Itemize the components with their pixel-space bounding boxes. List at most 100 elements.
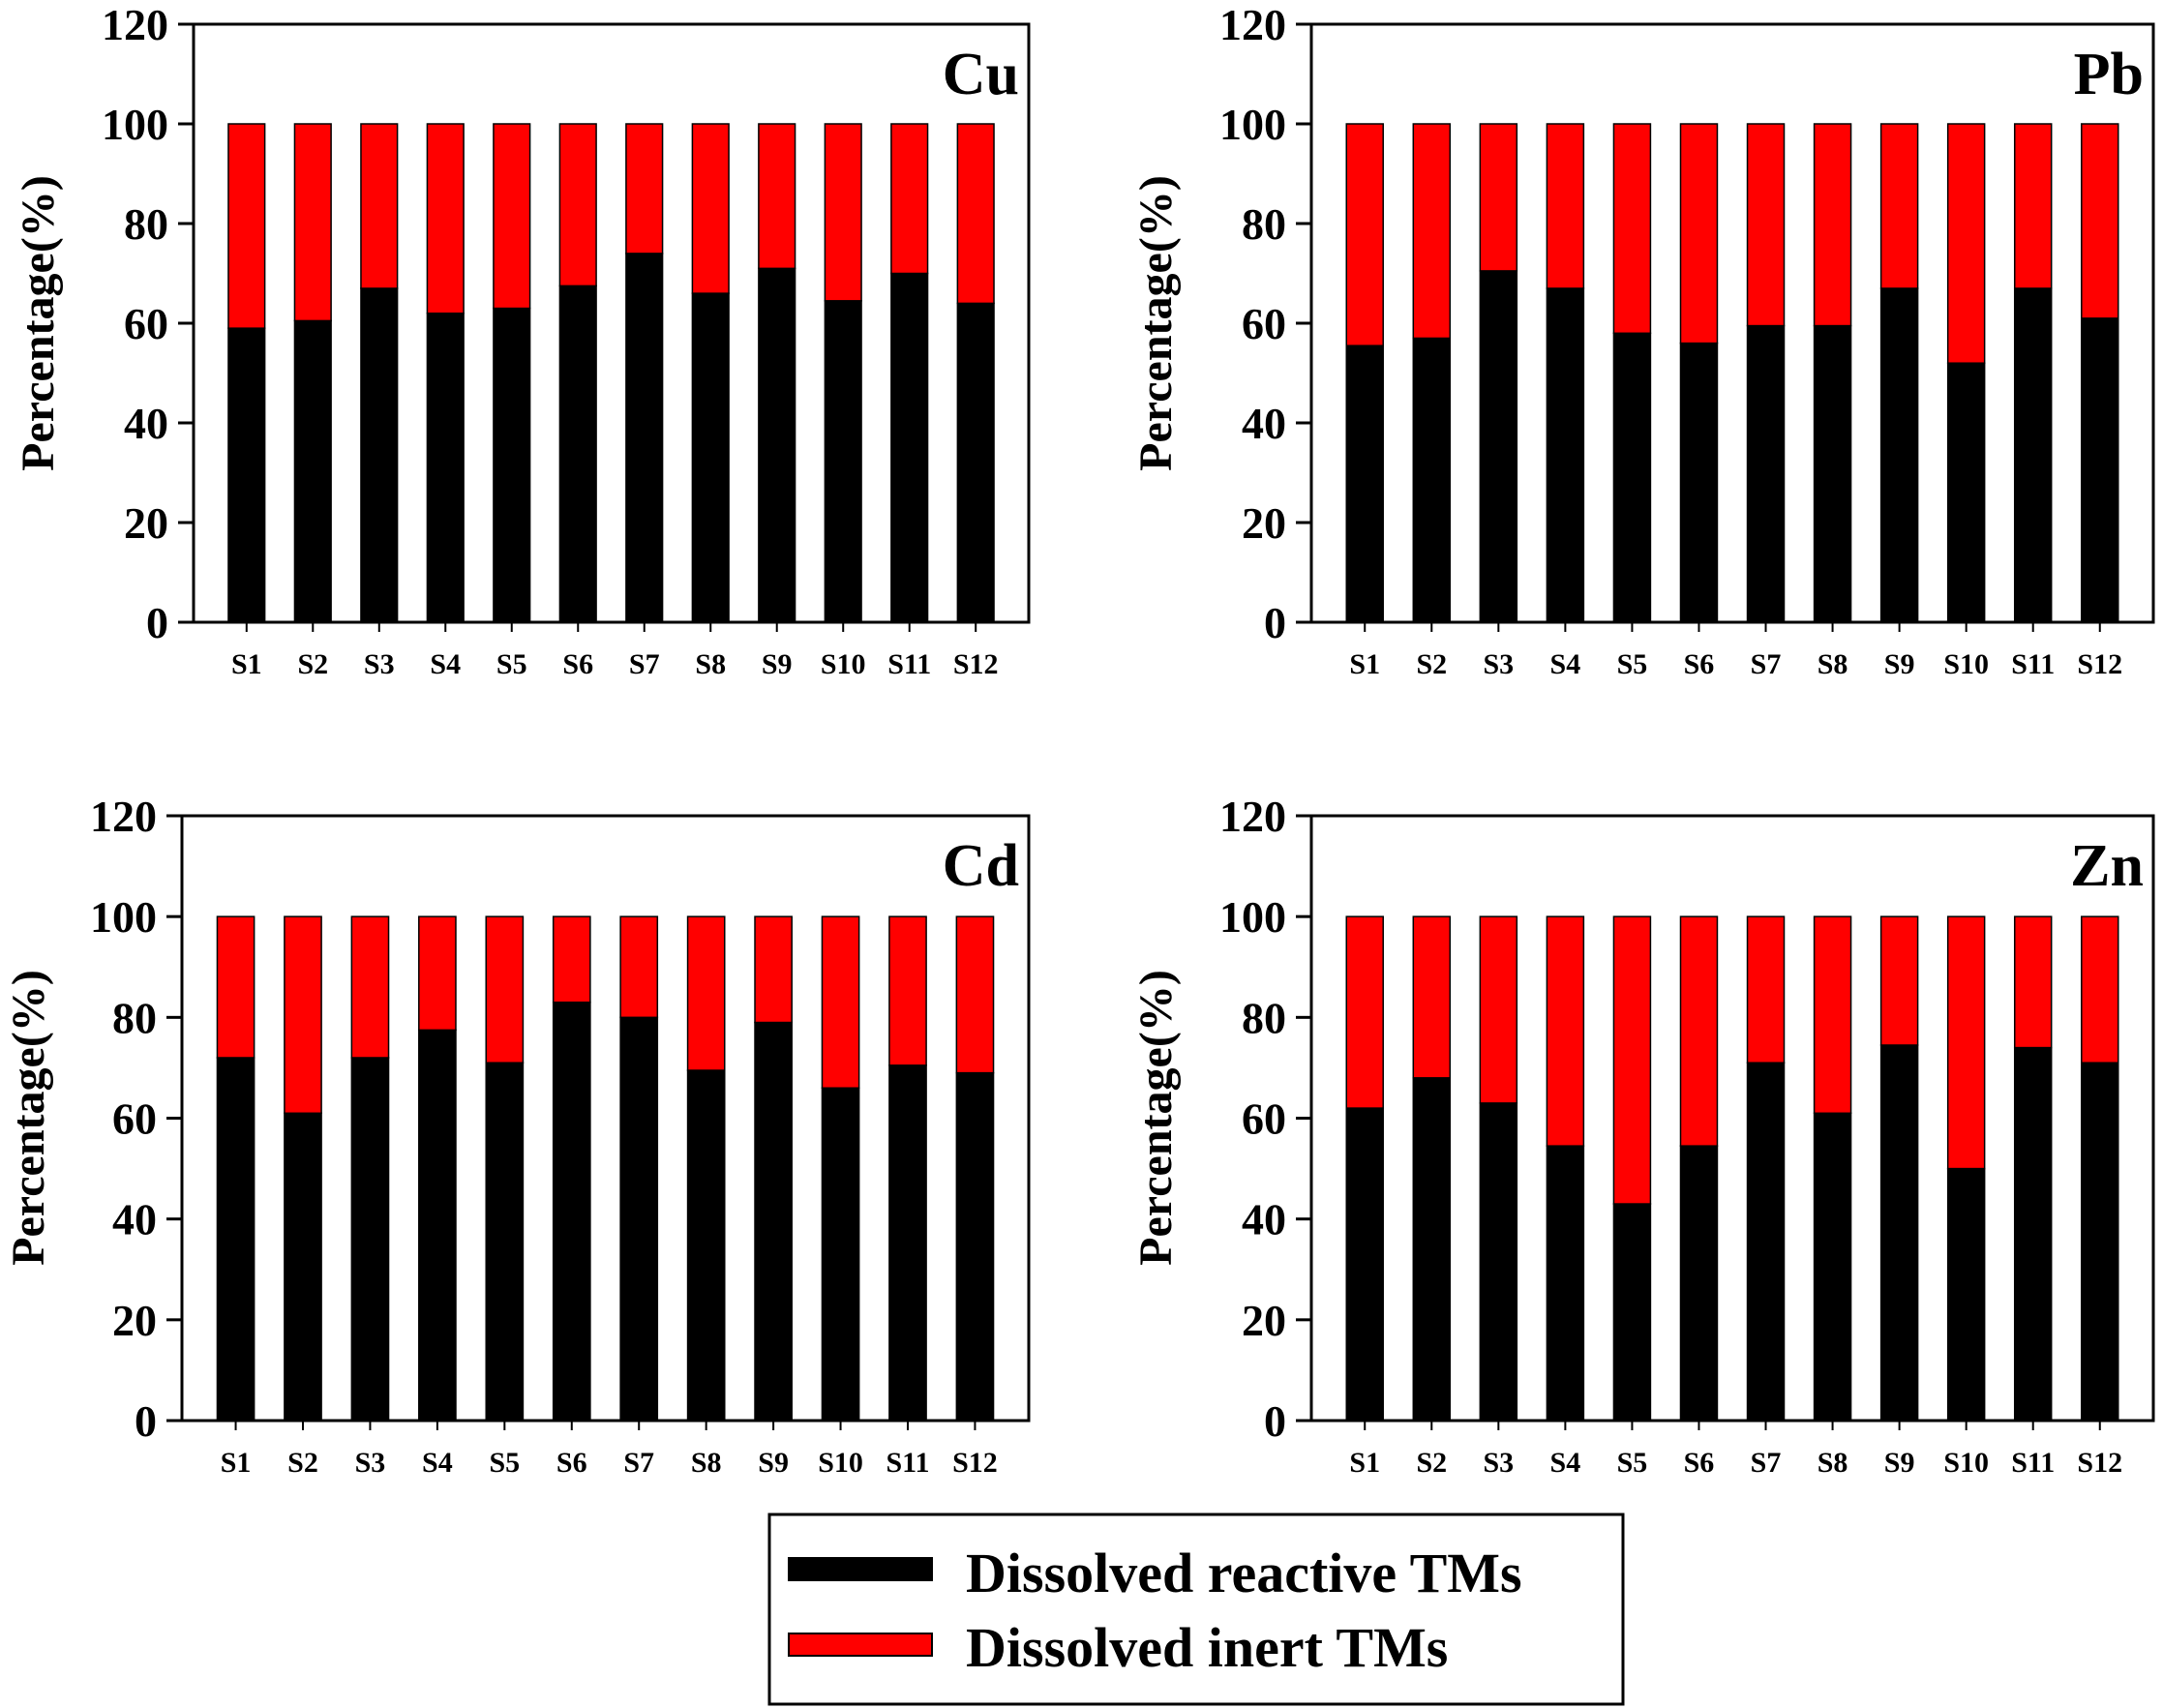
bar-reactive-cu-S4	[426, 312, 465, 623]
x-tick-label: S7	[629, 648, 660, 680]
bar-reactive-zn-S4	[1546, 1145, 1585, 1422]
bar-inert-pb-S8	[1813, 123, 1852, 327]
x-tick-label: S9	[1884, 648, 1915, 680]
y-tick-label: 120	[1219, 0, 1286, 49]
bar-inert-pb-S6	[1679, 123, 1719, 345]
y-tick-label: 40	[112, 1195, 157, 1244]
bar-inert-cu-S2	[293, 123, 332, 322]
x-tick-label: S12	[2077, 1447, 2122, 1479]
y-tick-label: 80	[1242, 199, 1286, 249]
x-tick-label: S6	[556, 1447, 587, 1479]
x-tick-label: S4	[422, 1447, 453, 1479]
y-tick-label: 0	[146, 598, 168, 647]
x-tick-label: S2	[287, 1447, 318, 1479]
bar-inert-cu-S5	[493, 123, 531, 310]
x-tick-label: S3	[1483, 1447, 1514, 1479]
panel-title-cd: Cd	[943, 833, 1019, 899]
y-tick-label: 20	[124, 498, 168, 548]
y-tick-label: 20	[112, 1296, 157, 1345]
bar-inert-cu-S7	[625, 123, 664, 255]
bar-reactive-pb-S4	[1546, 287, 1585, 623]
bar-inert-zn-S5	[1612, 915, 1652, 1205]
bar-inert-cu-S12	[956, 123, 995, 305]
x-tick-label: S5	[496, 648, 527, 680]
bar-reactive-cu-S1	[227, 327, 266, 623]
bar-inert-cu-S11	[890, 123, 929, 275]
bar-inert-zn-S2	[1412, 915, 1452, 1079]
bar-reactive-zn-S12	[2081, 1062, 2119, 1422]
bar-inert-pb-S2	[1412, 123, 1452, 340]
bar-reactive-cu-S5	[493, 307, 531, 623]
x-tick-label: S8	[695, 648, 726, 680]
panel-title-zn: Zn	[2070, 833, 2144, 899]
x-tick-label: S1	[231, 648, 262, 680]
bar-reactive-pb-S3	[1479, 270, 1518, 623]
bar-inert-cd-S9	[754, 915, 793, 1024]
bar-reactive-pb-S10	[1946, 362, 1986, 623]
y-tick-label: 40	[124, 399, 168, 448]
bar-inert-zn-S7	[1746, 915, 1786, 1064]
x-tick-label: S3	[364, 648, 395, 680]
bar-reactive-cu-S2	[293, 319, 332, 623]
bar-inert-pb-S1	[1345, 123, 1384, 346]
bar-inert-zn-S3	[1479, 915, 1518, 1104]
y-axis-label-cd: Percentage(%)	[3, 970, 54, 1266]
x-tick-label: S5	[489, 1447, 520, 1479]
bar-inert-zn-S6	[1679, 915, 1719, 1147]
bar-reactive-cd-S1	[216, 1057, 255, 1422]
bar-inert-zn-S1	[1345, 915, 1384, 1109]
bar-reactive-pb-S7	[1746, 324, 1786, 623]
x-tick-label: S9	[1884, 1447, 1915, 1479]
bar-reactive-cd-S9	[754, 1021, 793, 1422]
x-tick-label: S10	[821, 648, 866, 680]
bar-reactive-pb-S5	[1612, 332, 1652, 623]
bar-reactive-pb-S6	[1679, 342, 1719, 623]
bar-inert-cd-S1	[216, 915, 255, 1059]
x-tick-label: S11	[887, 648, 931, 680]
x-tick-label: S4	[1550, 648, 1581, 680]
y-tick-label: 120	[1219, 792, 1286, 841]
y-tick-label: 20	[1242, 1296, 1286, 1345]
bar-inert-cu-S4	[426, 123, 465, 315]
bar-reactive-pb-S1	[1345, 345, 1384, 623]
bar-reactive-cd-S2	[284, 1112, 322, 1422]
bar-reactive-cu-S7	[625, 253, 664, 623]
x-tick-label: S1	[1349, 1447, 1380, 1479]
x-tick-label: S8	[1818, 648, 1848, 680]
x-tick-label: S10	[1943, 648, 1989, 680]
legend: Dissolved reactive TMs Dissolved inert T…	[767, 1513, 1625, 1706]
bar-reactive-pb-S11	[2013, 287, 2053, 623]
bar-reactive-cu-S12	[956, 302, 995, 623]
bar-reactive-zn-S1	[1345, 1107, 1384, 1422]
bar-inert-cu-S8	[691, 123, 730, 294]
bar-reactive-cd-S7	[619, 1016, 659, 1422]
x-tick-label: S4	[430, 648, 461, 680]
bar-inert-zn-S11	[2013, 915, 2053, 1049]
bar-inert-cd-S2	[284, 915, 322, 1115]
x-tick-label: S8	[691, 1447, 722, 1479]
y-axis-label-pb: Percentage(%)	[1130, 175, 1182, 471]
y-tick-label: 120	[90, 792, 157, 841]
y-tick-label: 60	[112, 1094, 157, 1144]
bar-reactive-pb-S9	[1879, 287, 1919, 623]
bar-inert-pb-S10	[1946, 123, 1986, 364]
bar-reactive-zn-S11	[2013, 1046, 2053, 1422]
x-tick-label: S10	[1943, 1447, 1989, 1479]
legend-swatch-reactive	[788, 1557, 933, 1581]
x-tick-label: S8	[1818, 1447, 1848, 1479]
bar-inert-pb-S12	[2081, 123, 2119, 319]
bar-inert-cd-S8	[686, 915, 726, 1071]
y-tick-label: 120	[102, 0, 168, 49]
x-tick-label: S1	[1349, 648, 1380, 680]
bar-inert-cd-S12	[955, 915, 995, 1074]
legend-frame	[767, 1513, 1625, 1706]
y-tick-label: 60	[1242, 299, 1286, 348]
y-tick-label: 100	[90, 892, 157, 942]
bar-reactive-zn-S6	[1679, 1145, 1719, 1422]
y-axis-label-cu: Percentage(%)	[13, 175, 64, 471]
panel-title-pb: Pb	[2074, 42, 2144, 107]
bar-inert-cu-S6	[558, 123, 597, 287]
x-tick-label: S5	[1617, 1447, 1648, 1479]
x-tick-label: S9	[762, 648, 793, 680]
bar-reactive-cd-S8	[686, 1069, 726, 1422]
